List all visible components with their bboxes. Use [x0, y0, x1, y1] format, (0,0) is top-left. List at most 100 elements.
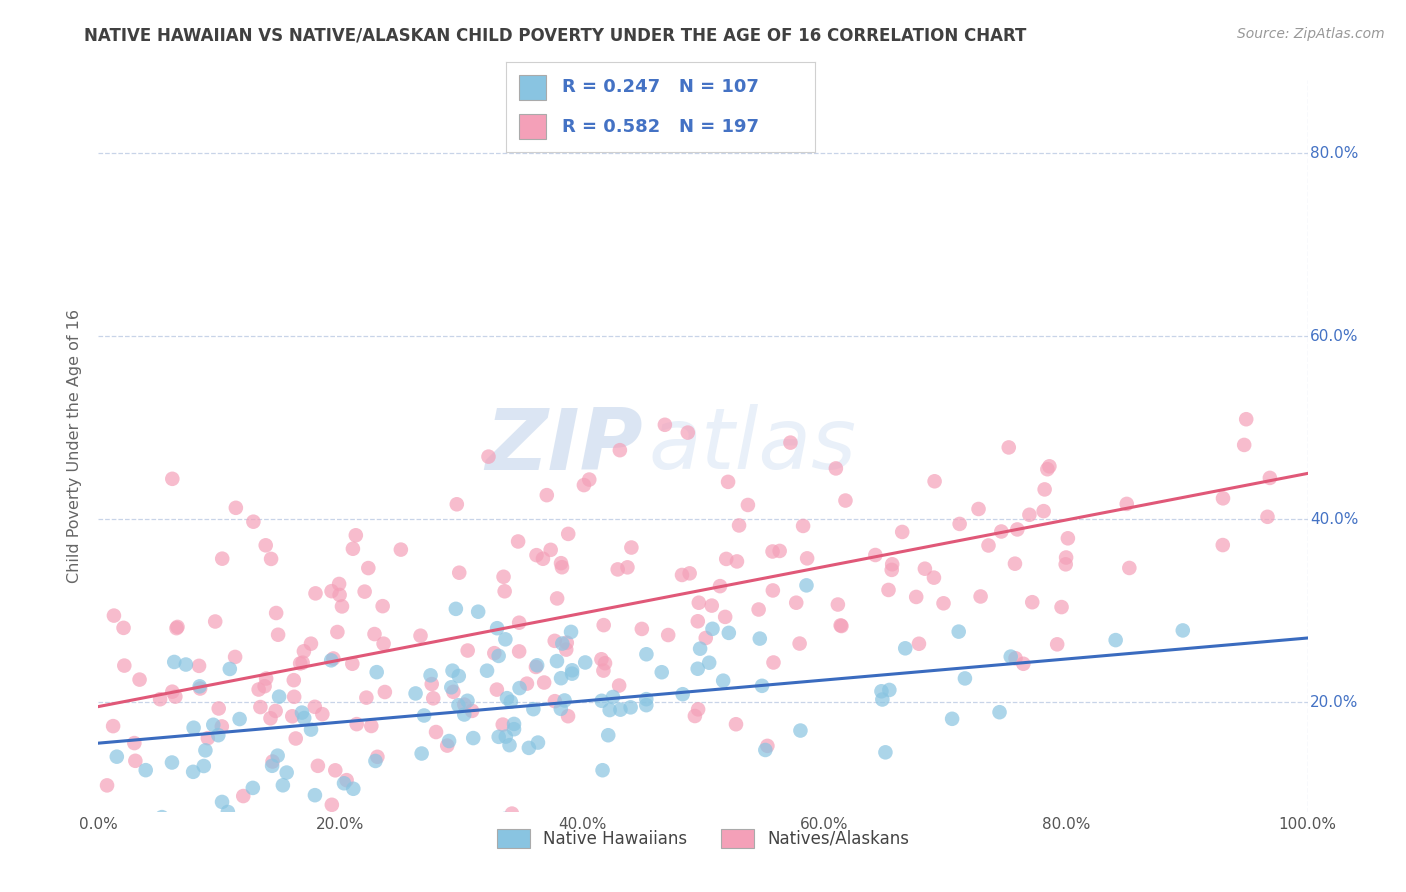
Point: [321, 797, 343, 812]
Point: [834, 493, 856, 508]
Point: [602, 690, 624, 704]
Point: [105, 749, 128, 764]
Point: [1054, 558, 1077, 572]
Point: [453, 698, 475, 712]
Point: [905, 590, 928, 604]
Point: [891, 524, 914, 539]
Point: [592, 664, 614, 678]
Point: [291, 706, 314, 720]
Point: [419, 668, 441, 682]
Point: [446, 497, 468, 511]
Point: [714, 610, 737, 624]
Point: [557, 527, 579, 541]
Point: [103, 608, 125, 623]
Point: [188, 681, 211, 696]
Point: [709, 579, 731, 593]
Point: [527, 735, 550, 749]
Text: Source: ZipAtlas.com: Source: ZipAtlas.com: [1237, 27, 1385, 41]
Point: [737, 498, 759, 512]
Text: atlas: atlas: [648, 404, 856, 488]
Point: [990, 524, 1012, 539]
Point: [748, 602, 770, 616]
Point: [112, 621, 135, 635]
Point: [208, 701, 231, 715]
Point: [756, 739, 779, 753]
Point: [695, 631, 717, 645]
Point: [779, 435, 801, 450]
Point: [307, 759, 329, 773]
Point: [554, 693, 576, 707]
Point: [488, 648, 510, 663]
Point: [211, 551, 233, 566]
Point: [447, 669, 470, 683]
Point: [436, 739, 458, 753]
Point: [1050, 600, 1073, 615]
Point: [546, 591, 568, 606]
Point: [420, 677, 443, 691]
Point: [988, 705, 1011, 719]
Point: [253, 679, 276, 693]
Point: [422, 691, 444, 706]
Point: [322, 651, 344, 665]
Point: [880, 563, 903, 577]
Point: [636, 692, 658, 706]
Point: [496, 691, 519, 706]
Point: [688, 702, 710, 716]
Point: [728, 518, 751, 533]
Point: [374, 685, 396, 699]
Point: [228, 712, 250, 726]
Point: [425, 725, 447, 739]
Point: [894, 641, 917, 656]
Point: [875, 745, 897, 759]
Point: [1104, 633, 1126, 648]
Point: [969, 590, 991, 604]
Point: [453, 707, 475, 722]
Point: [686, 662, 709, 676]
Point: [292, 644, 315, 658]
Point: [785, 596, 807, 610]
Point: [467, 605, 489, 619]
Point: [357, 561, 380, 575]
Point: [342, 781, 364, 796]
Point: [636, 647, 658, 661]
Point: [165, 690, 187, 704]
Point: [754, 743, 776, 757]
Point: [494, 584, 516, 599]
Point: [636, 698, 658, 713]
Point: [598, 728, 620, 742]
Point: [409, 629, 432, 643]
Point: [748, 632, 770, 646]
Point: [266, 748, 288, 763]
Point: [254, 672, 277, 686]
Point: [486, 621, 509, 635]
Point: [977, 539, 1000, 553]
Point: [1007, 523, 1029, 537]
Point: [508, 644, 530, 658]
Point: [1021, 595, 1043, 609]
Point: [877, 582, 900, 597]
Point: [654, 417, 676, 432]
Point: [948, 624, 970, 639]
Point: [321, 653, 343, 667]
Point: [872, 692, 894, 706]
Point: [620, 541, 643, 555]
Point: [328, 577, 350, 591]
Point: [485, 682, 508, 697]
Point: [683, 709, 706, 723]
Point: [769, 544, 792, 558]
Point: [560, 624, 582, 639]
Point: [606, 562, 628, 576]
Point: [789, 723, 811, 738]
Point: [204, 615, 226, 629]
Point: [149, 692, 172, 706]
Point: [761, 544, 783, 558]
Point: [592, 618, 614, 632]
Point: [672, 687, 695, 701]
Point: [517, 740, 540, 755]
Point: [291, 656, 314, 670]
Point: [555, 636, 578, 650]
Point: [188, 658, 211, 673]
Point: [609, 443, 631, 458]
Point: [188, 679, 211, 693]
Point: [1057, 531, 1080, 545]
